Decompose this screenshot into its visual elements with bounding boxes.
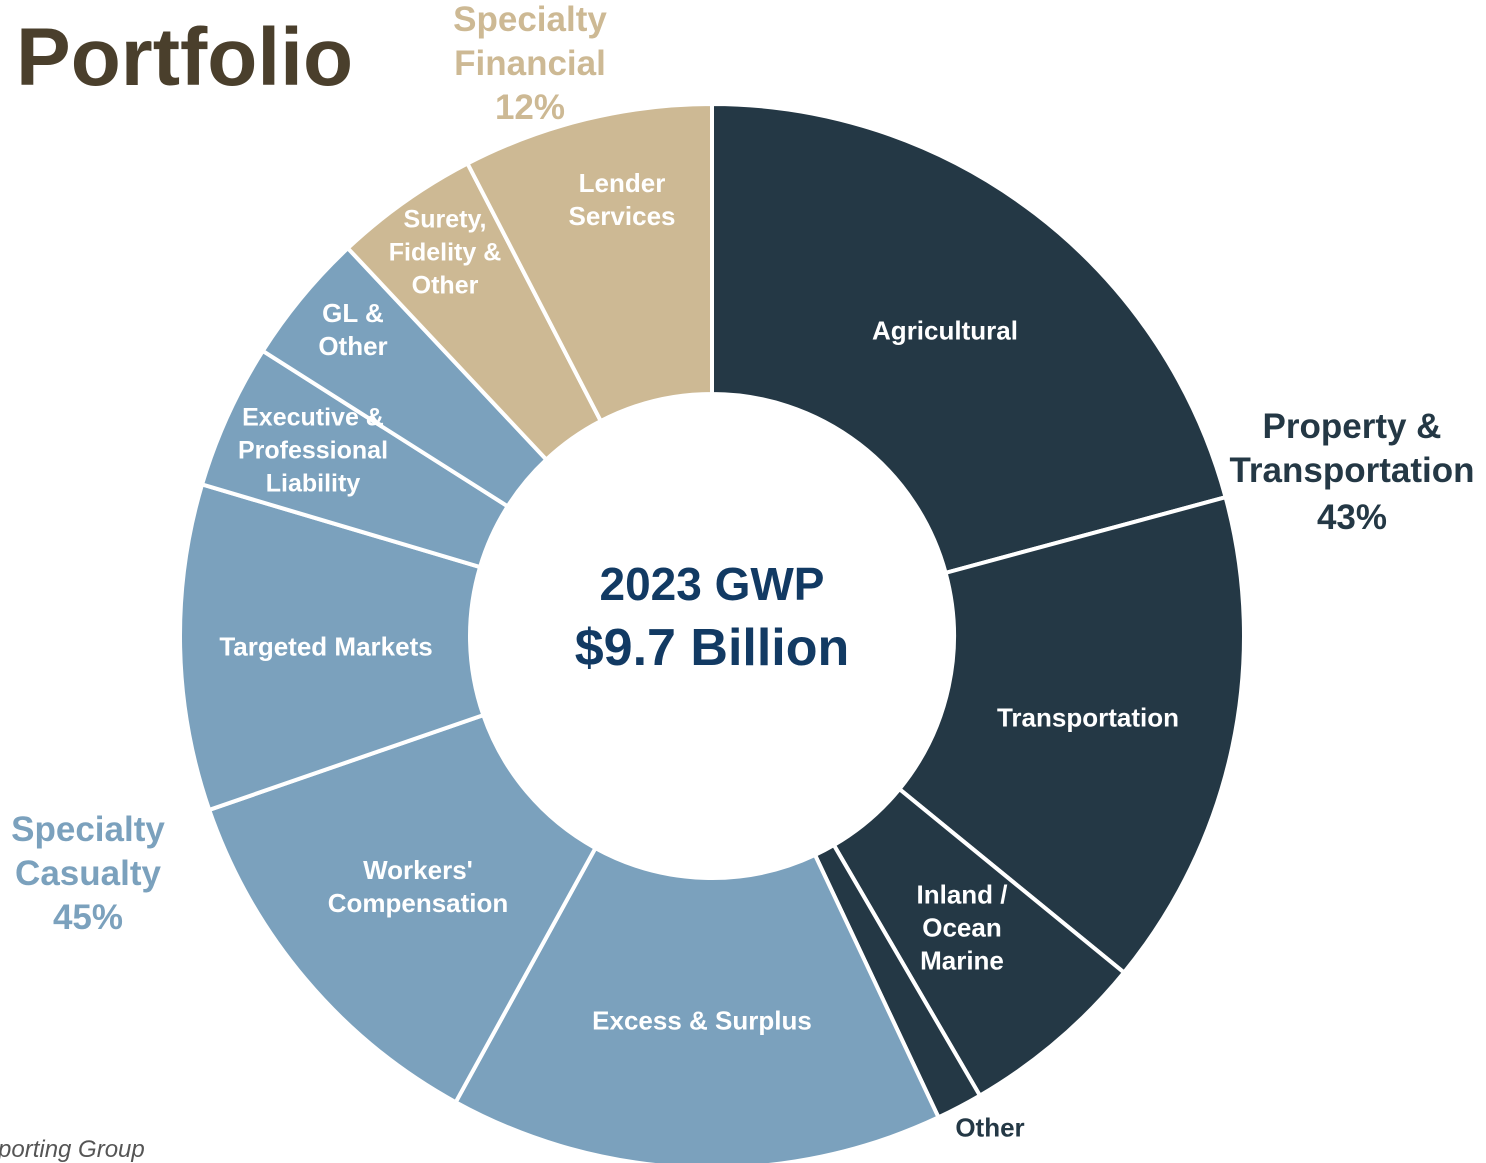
segment-label: Targeted Markets (219, 631, 433, 662)
segment-label: Executive & Professional Liability (237, 403, 389, 498)
group-percent: 12% (494, 88, 566, 127)
donut-segment (178, 481, 486, 813)
segment-label: Surety, Fidelity & Other (388, 205, 502, 300)
footnote: porting Group (0, 1136, 145, 1163)
group-label: Specialty Financial (453, 0, 607, 83)
center-label: $9.7 Billion (574, 619, 850, 677)
chart-title: Portfolio (16, 12, 354, 103)
donut-segment (452, 845, 942, 1163)
donut-segment (206, 712, 599, 1105)
segment-label: GL & Other (318, 298, 388, 361)
segment-label: Transportation (996, 702, 1179, 733)
segment-label: Lender Services (568, 168, 676, 231)
group-percent: 43% (1316, 498, 1388, 537)
segment-label: Inland / Ocean Marine (916, 879, 1008, 976)
group-label: Specialty Casualty (11, 810, 165, 893)
donut-segment (710, 101, 1229, 576)
donut-segment (464, 101, 714, 424)
segment-label: Other (955, 1112, 1025, 1143)
segment-label: Workers' Compensation (327, 855, 509, 918)
group-label: Property & Transportation (1229, 407, 1475, 490)
segment-label: Agricultural (872, 315, 1018, 346)
group-percent: 45% (52, 898, 124, 937)
segment-label: Excess & Surplus (592, 1005, 812, 1036)
donut-segment (896, 494, 1246, 976)
center-label: 2023 GWP (599, 558, 825, 610)
